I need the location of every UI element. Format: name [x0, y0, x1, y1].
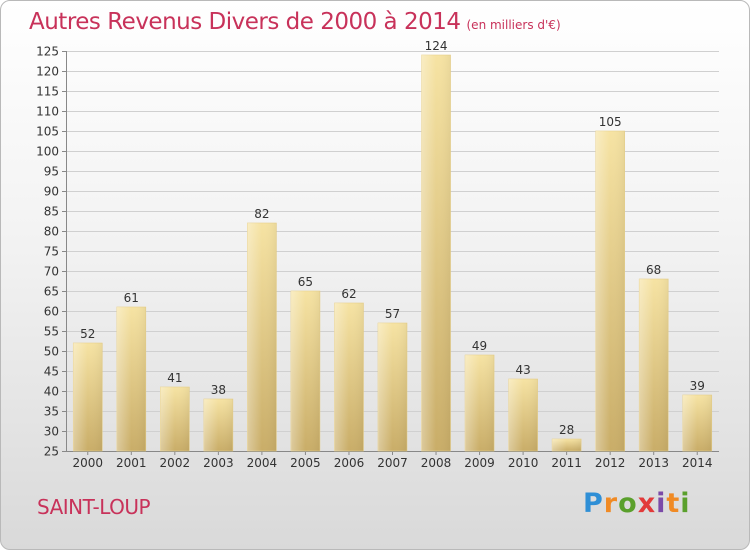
- x-tick-label: 2012: [595, 456, 626, 470]
- x-tick-label: 2014: [682, 456, 713, 470]
- y-tick-label: 30: [44, 425, 59, 439]
- x-tick-label: 2004: [247, 456, 278, 470]
- y-tick-label: 70: [44, 265, 59, 279]
- y-tick-labels: 25 30 35 40 45 50 55 60 65 70 75 80 85 90 95 100 105 110 1…: [36, 45, 59, 459]
- bar-shading-2013: [639, 279, 669, 451]
- bar-shading-2010: [508, 379, 538, 451]
- x-tick-label: 2008: [421, 456, 452, 470]
- bar-shading-2009: [465, 355, 495, 451]
- data-label: 61: [124, 291, 139, 305]
- x-tick-label: 2006: [334, 456, 365, 470]
- y-tick-label: 40: [44, 385, 59, 399]
- chart-title-text: Autres Revenus Divers de 2000 à 2014: [29, 9, 461, 35]
- x-tick-label: 2011: [551, 456, 582, 470]
- y-tick-label: 95: [44, 165, 59, 179]
- data-label: 43: [515, 363, 530, 377]
- y-tick-label: 105: [36, 125, 59, 139]
- data-label: 52: [80, 327, 95, 341]
- y-tick-label: 100: [36, 145, 59, 159]
- proxiti-logo[interactable]: Proxiti: [583, 488, 691, 519]
- y-tick-label: 115: [36, 85, 59, 99]
- bar-shading-2003: [203, 399, 233, 451]
- place-name: SAINT-LOUP: [37, 495, 151, 519]
- y-tick-label: 60: [44, 305, 59, 319]
- bar-shading-2005: [290, 291, 320, 451]
- x-tick-label: 2010: [508, 456, 539, 470]
- y-tick-label: 85: [44, 205, 59, 219]
- data-label: 105: [599, 115, 622, 129]
- y-tick-label: 110: [36, 105, 59, 119]
- y-tick-label: 125: [36, 45, 59, 59]
- bar-shading-2004: [247, 223, 277, 451]
- x-tick-label: 2002: [160, 456, 191, 470]
- data-label: 62: [341, 287, 356, 301]
- y-tick-label: 55: [44, 325, 59, 339]
- bar-shading-2008: [421, 55, 451, 451]
- data-label: 38: [211, 383, 226, 397]
- data-label: 39: [690, 379, 705, 393]
- bar-shading-2006: [334, 303, 364, 451]
- x-tick-label: 2001: [116, 456, 147, 470]
- x-tick-label: 2005: [290, 456, 321, 470]
- bar-shading-2014: [682, 395, 712, 451]
- data-labels: 52 61 41 38 82 65 62 57 124 49 43 28 105 68 39: [80, 39, 705, 437]
- x-tick-label: 2000: [72, 456, 103, 470]
- x-tick-label: 2013: [638, 456, 669, 470]
- y-tick-label: 80: [44, 225, 59, 239]
- data-label: 124: [425, 39, 448, 53]
- data-label: 68: [646, 263, 661, 277]
- bar-shading-2007: [378, 323, 407, 451]
- data-label: 82: [254, 207, 269, 221]
- x-tick-label: 2007: [377, 456, 408, 470]
- y-tick-label: 50: [44, 345, 59, 359]
- data-label: 28: [559, 423, 574, 437]
- y-tick-label: 45: [44, 365, 59, 379]
- y-tick-label: 75: [44, 245, 59, 259]
- y-tick-label: 90: [44, 185, 59, 199]
- bar-shading-2001: [116, 307, 146, 451]
- axes: [62, 51, 719, 455]
- x-tick-label: 2003: [203, 456, 234, 470]
- y-tick-label: 65: [44, 285, 59, 299]
- bar-shading-2011: [552, 439, 582, 451]
- bars: [72, 54, 713, 452]
- data-label: 65: [298, 275, 313, 289]
- chart-title: Autres Revenus Divers de 2000 à 2014 (en …: [29, 9, 561, 35]
- y-tick-label: 25: [44, 445, 59, 459]
- bar-shading-2002: [160, 387, 190, 451]
- data-label: 49: [472, 339, 487, 353]
- y-tick-label: 35: [44, 405, 59, 419]
- x-tick-label: 2009: [464, 456, 495, 470]
- data-label: 57: [385, 307, 400, 321]
- y-tick-label: 120: [36, 65, 59, 79]
- chart-unit: (en milliers d'€): [466, 18, 561, 32]
- bar-shading-2012: [595, 131, 625, 451]
- bar-shading-2000: [73, 343, 103, 451]
- data-label: 41: [167, 371, 182, 385]
- x-tick-labels: 2000 2001 2002 2003 2004 2005 2006 2007 2008 2009…: [72, 456, 712, 470]
